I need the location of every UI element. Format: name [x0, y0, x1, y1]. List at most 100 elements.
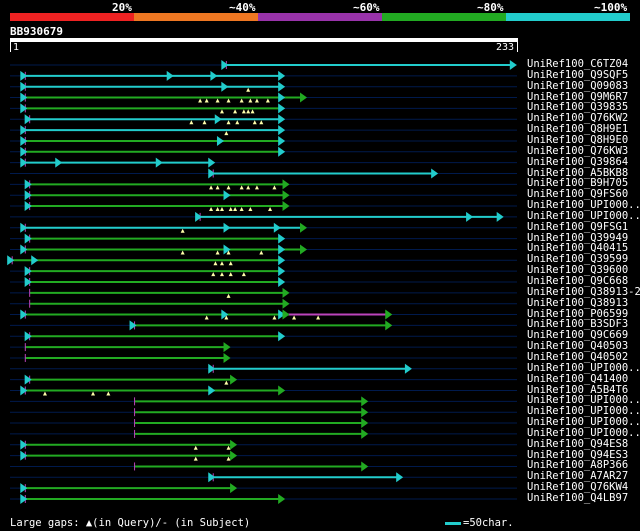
score-bar-80: [382, 13, 506, 21]
hit-row[interactable]: [10, 331, 517, 342]
hit-row[interactable]: [10, 428, 517, 439]
hit-arrow: [278, 92, 286, 103]
hit-label[interactable]: UniRef100_UPI000..: [527, 209, 640, 222]
hit-label[interactable]: UniRef100_Q39600: [527, 264, 629, 277]
hit-label[interactable]: UniRef100_Q40503: [527, 340, 629, 353]
hit-row[interactable]: [10, 168, 517, 179]
hit-label[interactable]: UniRef100_A7AR27: [527, 470, 629, 483]
hit-label[interactable]: UniRef100_Q39835: [527, 101, 629, 114]
hit-label[interactable]: UniRef100_Q8H9E1: [527, 123, 629, 136]
hit-label[interactable]: UniRef100_Q39599: [527, 253, 629, 266]
hit-label[interactable]: UniRef100_Q38913-2: [527, 285, 640, 298]
hit-row[interactable]: [10, 146, 517, 157]
hit-label[interactable]: UniRef100_UPI000..: [527, 426, 640, 439]
hit-label[interactable]: UniRef100_C6TZ04: [527, 58, 629, 70]
hit-arrow: [208, 168, 216, 179]
hit-label[interactable]: UniRef100_Q94ES3: [527, 448, 629, 461]
hit-row[interactable]: [10, 244, 517, 255]
hit-row[interactable]: [7, 255, 517, 266]
hit-row[interactable]: [10, 201, 517, 212]
hit-label[interactable]: UniRef100_Q76KW3: [527, 144, 629, 157]
hit-row[interactable]: [10, 418, 517, 429]
hit-arrow: [278, 146, 286, 157]
hit-row[interactable]: [10, 135, 517, 146]
hit-row[interactable]: [10, 494, 517, 504]
hit-row[interactable]: [10, 472, 517, 483]
hit-row[interactable]: [10, 309, 517, 320]
hit-row[interactable]: [10, 179, 517, 190]
hit-label[interactable]: UniRef100_UPI000..: [527, 394, 640, 407]
hit-label[interactable]: UniRef100_B3SDF3: [527, 318, 629, 331]
hit-row[interactable]: [10, 266, 517, 277]
gap-mark: [246, 109, 251, 114]
hit-row[interactable]: [10, 461, 517, 472]
hit-row[interactable]: [10, 190, 517, 201]
hit-row[interactable]: [10, 385, 517, 396]
hit-arrow: [230, 374, 238, 385]
hit-arrow: [24, 179, 32, 190]
query-bar: [10, 38, 518, 42]
hit-label[interactable]: UniRef100_Q9FS60: [527, 188, 629, 201]
hit-label[interactable]: UniRef100_Q8H9E0: [527, 133, 629, 146]
hit-row[interactable]: [10, 396, 517, 407]
hit-row[interactable]: [10, 92, 517, 103]
hit-row[interactable]: [10, 211, 517, 222]
hit-label[interactable]: UniRef100_Q40415: [527, 242, 629, 255]
hit-label[interactable]: UniRef100_Q38913: [527, 296, 629, 309]
score-label-80: ~80%: [477, 1, 504, 14]
hit-label[interactable]: UniRef100_P06599: [527, 307, 629, 320]
hit-label[interactable]: UniRef100_Q41400: [527, 372, 629, 385]
hit-row[interactable]: [10, 320, 517, 331]
hit-label[interactable]: UniRef100_Q94ES8: [527, 437, 629, 450]
gap-mark: [254, 98, 259, 103]
hit-row[interactable]: [10, 277, 517, 287]
hit-row[interactable]: [10, 114, 517, 125]
gap-mark: [233, 109, 238, 114]
hit-row[interactable]: [10, 233, 517, 244]
hit-row[interactable]: [10, 374, 517, 385]
hit-label[interactable]: UniRef100_Q39949: [527, 231, 629, 244]
hit-label[interactable]: UniRef100_Q4LB97: [527, 492, 629, 504]
hit-label[interactable]: UniRef100_Q9C668: [527, 275, 629, 287]
hit-label[interactable]: UniRef100_A5B4T6: [527, 383, 629, 396]
hit-row[interactable]: [10, 439, 517, 450]
gap-mark: [219, 272, 224, 277]
hit-row[interactable]: [10, 125, 517, 136]
gap-mark: [252, 120, 257, 125]
hit-label[interactable]: UniRef100_B9H705: [527, 177, 629, 190]
hit-label[interactable]: UniRef100_UPI000..: [527, 416, 640, 429]
hit-arrow: [361, 407, 369, 418]
hit-label[interactable]: UniRef100_Q9FSG1: [527, 220, 629, 233]
hit-row[interactable]: [10, 222, 517, 233]
hit-row[interactable]: [10, 342, 517, 353]
hit-label[interactable]: UniRef100_A5BKB8: [527, 166, 629, 179]
hit-row[interactable]: [10, 352, 517, 363]
hit-label[interactable]: UniRef100_Q76KW2: [527, 112, 629, 125]
hit-label[interactable]: UniRef100_Q9M6R7: [527, 90, 629, 103]
hit-row[interactable]: [10, 60, 517, 70]
hit-label[interactable]: UniRef100_Q9SQF5: [527, 68, 629, 81]
gap-mark: [180, 250, 185, 255]
hit-label[interactable]: UniRef100_Q76KW4: [527, 481, 629, 494]
hit-row[interactable]: [10, 157, 517, 168]
hit-label[interactable]: UniRef100_Q39864: [527, 155, 629, 168]
hit-row[interactable]: [10, 363, 517, 374]
hit-label[interactable]: UniRef100_A8P366: [527, 459, 629, 472]
hit-label[interactable]: UniRef100_UPI000..: [527, 405, 640, 418]
hit-row[interactable]: [10, 103, 517, 114]
hit-arrow: [385, 320, 393, 331]
hit-arrow: [300, 244, 308, 255]
hit-label[interactable]: UniRef100_Q40502: [527, 350, 629, 363]
gap-mark: [235, 120, 240, 125]
hit-row[interactable]: [10, 450, 517, 461]
hit-row[interactable]: [10, 483, 517, 494]
hit-label[interactable]: UniRef100_UPI000..: [527, 199, 640, 212]
hit-label[interactable]: UniRef100_UPI000..: [527, 361, 640, 374]
hit-row[interactable]: [10, 81, 517, 92]
hit-row[interactable]: [10, 407, 517, 418]
hit-row[interactable]: [10, 70, 517, 81]
hit-label[interactable]: UniRef100_Q09083: [527, 79, 629, 92]
hit-label[interactable]: UniRef100_Q9C669: [527, 329, 629, 342]
hit-row[interactable]: [10, 298, 517, 309]
hit-row[interactable]: [10, 287, 517, 298]
